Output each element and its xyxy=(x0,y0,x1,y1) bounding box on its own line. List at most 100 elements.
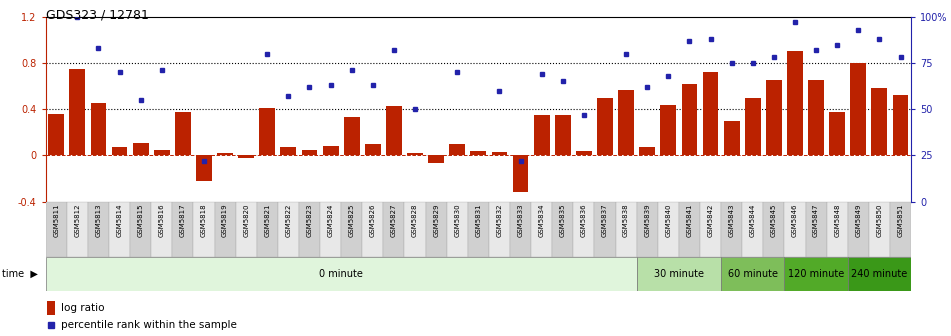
Text: GSM5842: GSM5842 xyxy=(708,203,713,237)
Bar xyxy=(742,202,764,257)
Bar xyxy=(447,202,468,257)
Bar xyxy=(554,115,571,155)
Text: GSM5827: GSM5827 xyxy=(391,203,397,237)
Bar xyxy=(658,202,679,257)
Bar xyxy=(679,202,700,257)
Text: GSM5831: GSM5831 xyxy=(476,203,481,237)
Bar xyxy=(826,202,847,257)
Bar xyxy=(534,115,550,155)
Text: GSM5824: GSM5824 xyxy=(327,203,334,237)
Text: GSM5812: GSM5812 xyxy=(74,203,80,237)
Bar xyxy=(636,202,658,257)
Bar xyxy=(362,202,383,257)
Bar xyxy=(618,90,634,155)
Bar xyxy=(365,144,380,155)
Bar xyxy=(745,98,761,155)
Bar xyxy=(196,155,212,181)
Text: log ratio: log ratio xyxy=(61,303,104,313)
Text: GSM5844: GSM5844 xyxy=(749,203,756,237)
Bar xyxy=(703,72,718,155)
Bar xyxy=(322,146,339,155)
Bar xyxy=(489,202,510,257)
Bar xyxy=(721,257,785,291)
Text: GSM5848: GSM5848 xyxy=(834,203,840,237)
Bar xyxy=(594,202,615,257)
Text: GSM5836: GSM5836 xyxy=(581,203,587,237)
Text: GSM5832: GSM5832 xyxy=(496,203,502,237)
Text: 0 minute: 0 minute xyxy=(320,269,363,279)
Bar xyxy=(766,80,782,155)
Bar xyxy=(46,257,636,291)
Bar xyxy=(260,108,275,155)
Bar xyxy=(109,202,130,257)
Bar xyxy=(278,202,299,257)
Bar xyxy=(320,202,341,257)
Bar xyxy=(301,150,318,155)
Bar xyxy=(893,95,908,155)
Text: GSM5829: GSM5829 xyxy=(433,203,439,237)
Bar xyxy=(383,202,404,257)
Bar xyxy=(172,202,193,257)
Bar xyxy=(805,202,826,257)
Bar xyxy=(468,202,489,257)
Bar xyxy=(48,301,54,315)
Text: percentile rank within the sample: percentile rank within the sample xyxy=(61,320,237,330)
Text: GSM5814: GSM5814 xyxy=(117,203,123,237)
Bar xyxy=(615,202,636,257)
Bar xyxy=(215,202,236,257)
Bar xyxy=(175,112,191,155)
Text: GSM5841: GSM5841 xyxy=(687,203,692,237)
Text: GSM5823: GSM5823 xyxy=(306,203,313,237)
Bar xyxy=(847,202,869,257)
Bar xyxy=(639,147,655,155)
Bar xyxy=(426,202,447,257)
Text: GSM5845: GSM5845 xyxy=(771,203,777,237)
Bar xyxy=(386,106,402,155)
Bar xyxy=(492,152,508,155)
Text: GSM5813: GSM5813 xyxy=(95,203,102,237)
Text: GSM5850: GSM5850 xyxy=(877,203,883,237)
Bar xyxy=(871,88,887,155)
Text: GSM5851: GSM5851 xyxy=(898,203,903,237)
Text: GSM5811: GSM5811 xyxy=(53,203,59,237)
Bar xyxy=(151,202,172,257)
Bar xyxy=(428,155,444,164)
Text: time  ▶: time ▶ xyxy=(2,269,38,279)
Bar xyxy=(130,202,151,257)
Text: GSM5820: GSM5820 xyxy=(243,203,249,237)
Bar xyxy=(449,144,465,155)
Bar xyxy=(721,202,742,257)
Bar xyxy=(829,112,845,155)
Bar xyxy=(636,257,721,291)
Bar xyxy=(869,202,890,257)
Bar xyxy=(407,153,423,155)
Text: GSM5847: GSM5847 xyxy=(813,203,819,237)
Bar xyxy=(531,202,553,257)
Text: GSM5825: GSM5825 xyxy=(349,203,355,237)
Text: GSM5846: GSM5846 xyxy=(792,203,798,237)
Bar xyxy=(700,202,721,257)
Bar xyxy=(597,98,612,155)
Bar xyxy=(217,153,233,155)
Bar xyxy=(236,202,257,257)
Bar xyxy=(785,257,847,291)
Text: GSM5821: GSM5821 xyxy=(264,203,270,237)
Text: GSM5822: GSM5822 xyxy=(285,203,291,237)
Text: GDS323 / 12781: GDS323 / 12781 xyxy=(46,8,148,22)
Text: GSM5818: GSM5818 xyxy=(201,203,207,237)
Bar xyxy=(49,114,64,155)
Text: GSM5828: GSM5828 xyxy=(412,203,418,237)
Text: GSM5849: GSM5849 xyxy=(855,203,862,237)
Text: 120 minute: 120 minute xyxy=(788,269,844,279)
Bar xyxy=(553,202,573,257)
Bar xyxy=(513,155,529,192)
Text: GSM5830: GSM5830 xyxy=(455,203,460,237)
Bar xyxy=(808,80,824,155)
Bar xyxy=(573,202,594,257)
Text: GSM5838: GSM5838 xyxy=(623,203,630,237)
Bar xyxy=(67,202,87,257)
Bar xyxy=(471,151,486,155)
Bar xyxy=(764,202,785,257)
Bar xyxy=(111,147,127,155)
Text: GSM5835: GSM5835 xyxy=(560,203,566,237)
